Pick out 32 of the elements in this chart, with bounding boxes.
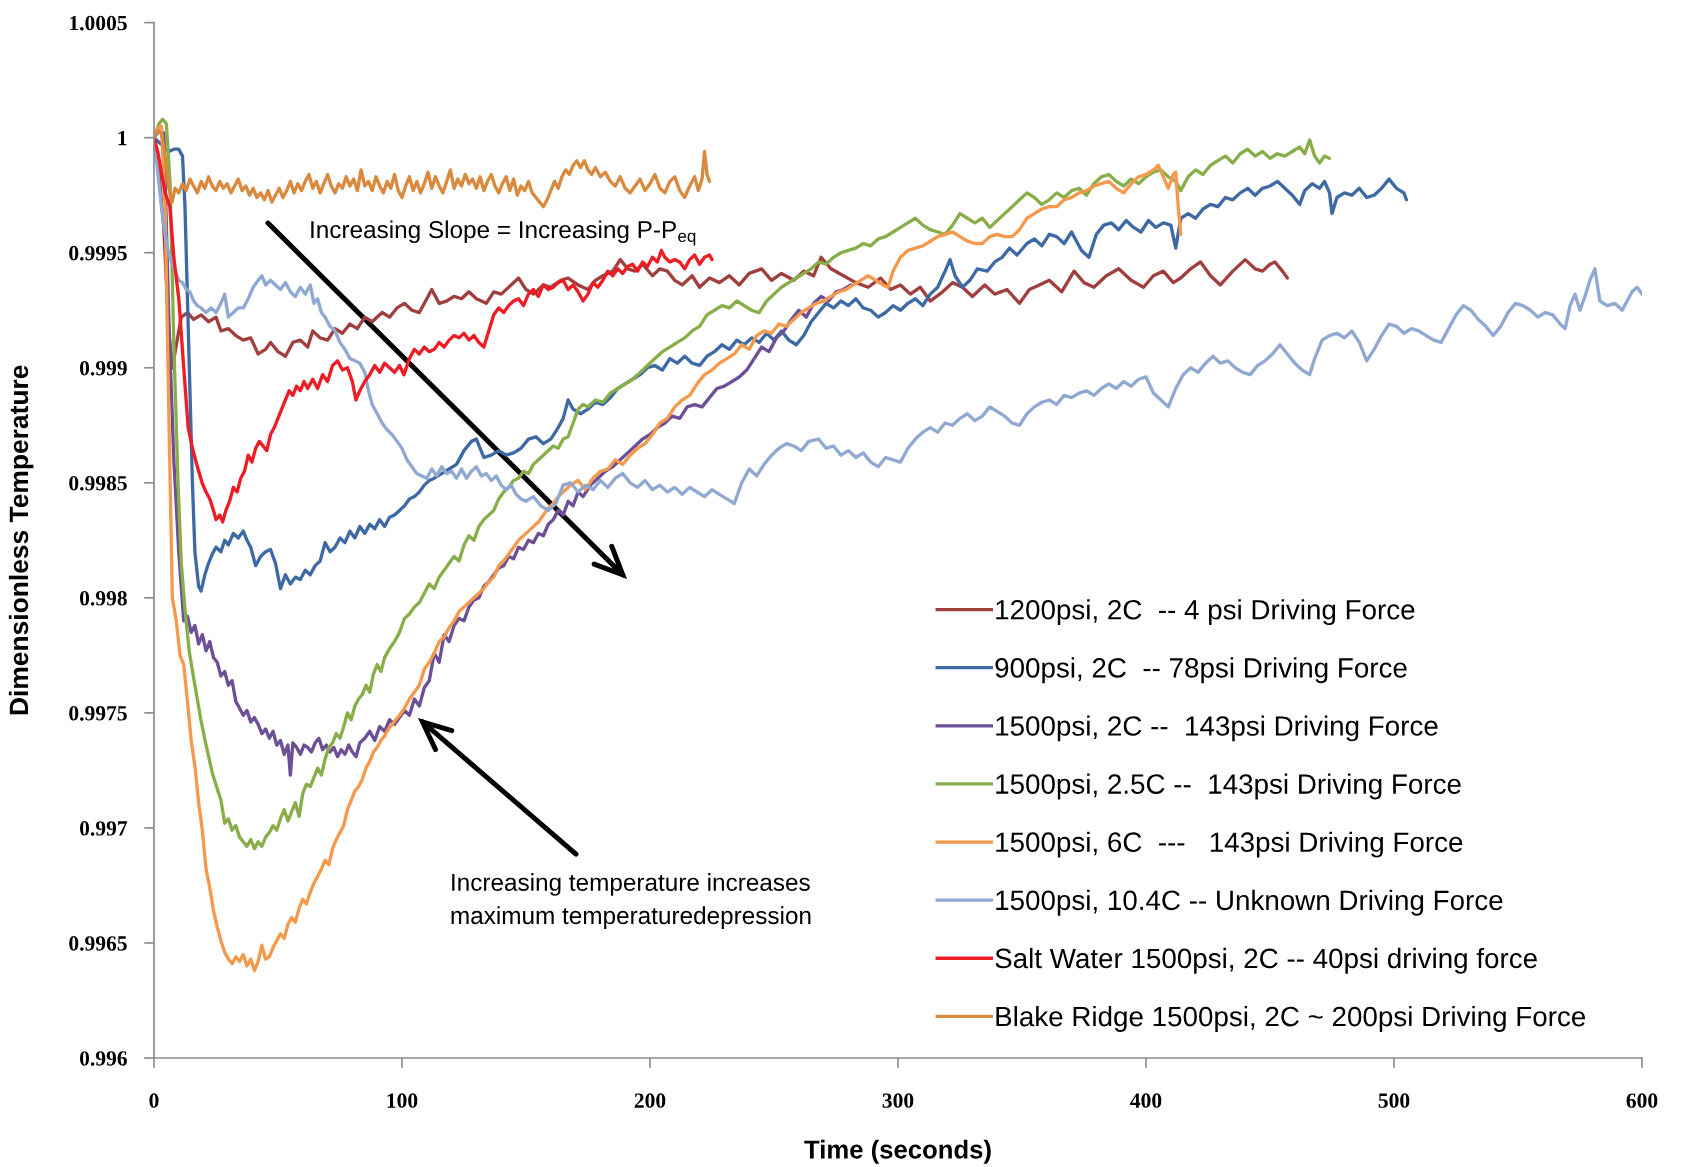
legend-label: 1500psi, 6C --- 143psi Driving Force [996,831,1463,858]
x-axis-title: Time (seconds) [804,1139,991,1164]
line-series [153,129,712,209]
legend-label: 1500psi, 10.4C -- Unknown Driving Force [996,889,1503,916]
y-tick-label: 0.9975 [69,706,127,721]
legend-label: 900psi, 2C -- 78psi Driving Force [995,657,1407,684]
x-tick-label: 200 [634,1093,666,1108]
x-tick-label: 100 [387,1093,418,1108]
y-tick-label: 0.997 [79,821,128,836]
y-tick-label: 0.998 [79,590,127,606]
y-tick-label: 0.999 [79,360,127,376]
x-tick-label: 400 [1130,1093,1162,1108]
legend-label: Blake Ridge 1500psi, 2C ~ 200psi Driving Force [996,1005,1586,1032]
y-tick-label: 0.996 [79,1051,127,1066]
y-tick-label: 1.0005 [70,15,127,31]
legend-label: 1200psi, 2C -- 4 psi Driving Force [996,599,1415,626]
x-tick-label: 0 [149,1093,159,1108]
annotation: Increasing temperature increases maximum temperaturedepression [451,873,811,929]
line-series [153,136,1409,593]
x-tick-label: 300 [882,1093,914,1108]
y-axis-title: Dimensionless Temperature [8,365,34,715]
x-tick-label: 600 [1626,1093,1658,1108]
legend-label: 1500psi, 2C -- 143psi Driving Force [996,715,1438,742]
x-tick-label: 500 [1378,1093,1410,1108]
y-tick-label: 1 [118,130,127,146]
legend-label: 1500psi, 2.5C -- 143psi Driving Force [996,773,1461,800]
annotation: Increasing Slope = Increasing P-P$_{eq}$ [311,220,696,246]
y-tick-label: 0.9995 [69,245,127,261]
y-tick-label: 0.9985 [69,475,127,491]
line-series [153,136,714,524]
legend-label: Salt Water 1500psi, 2C -- 40psi driving force [995,947,1537,974]
y-tick-label: 0.9965 [69,936,127,951]
